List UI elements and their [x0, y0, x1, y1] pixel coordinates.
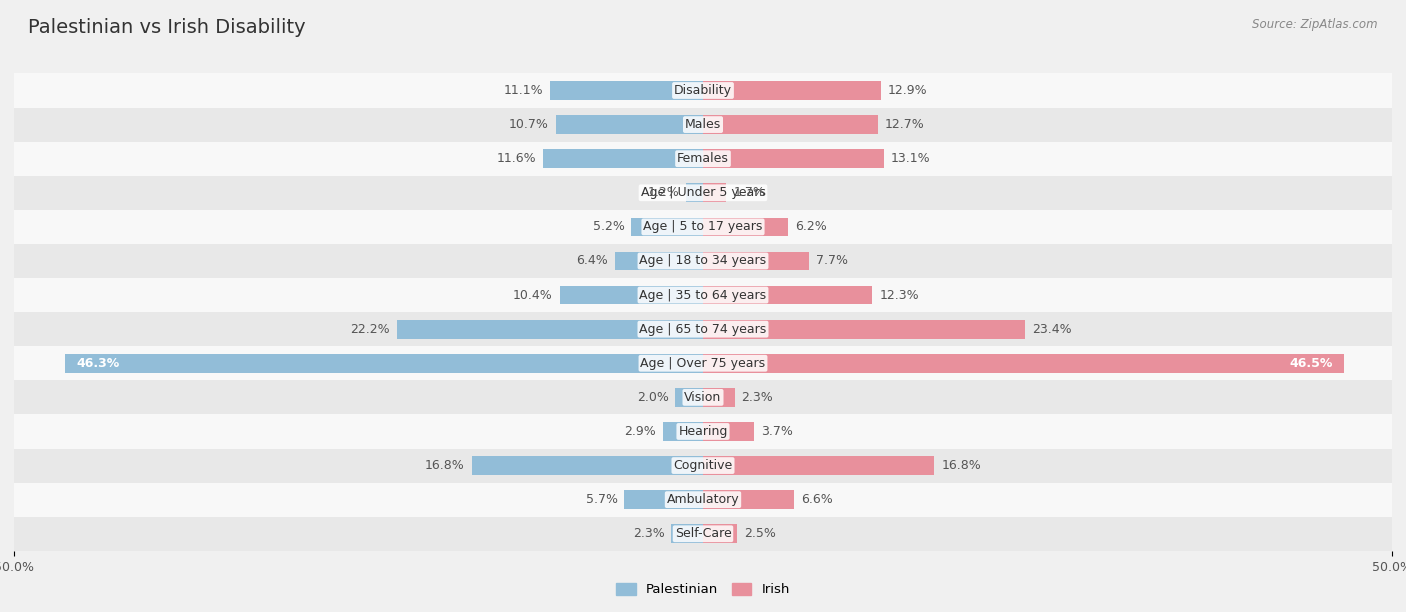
Text: 12.7%: 12.7% — [884, 118, 925, 131]
Bar — [703, 354, 1344, 373]
Bar — [396, 320, 703, 338]
Bar — [664, 422, 703, 441]
Text: 1.2%: 1.2% — [648, 186, 679, 200]
Text: 2.3%: 2.3% — [633, 528, 665, 540]
Text: 6.6%: 6.6% — [801, 493, 832, 506]
Bar — [703, 252, 808, 271]
Text: 16.8%: 16.8% — [425, 459, 464, 472]
Bar — [703, 286, 873, 304]
Text: 13.1%: 13.1% — [890, 152, 929, 165]
Bar — [614, 252, 703, 271]
Text: 5.2%: 5.2% — [592, 220, 624, 233]
Text: 10.4%: 10.4% — [513, 289, 553, 302]
Bar — [14, 73, 1392, 108]
Bar — [14, 346, 1392, 380]
Bar — [555, 115, 703, 134]
Text: 2.5%: 2.5% — [744, 528, 776, 540]
Bar — [703, 422, 754, 441]
Text: Disability: Disability — [673, 84, 733, 97]
Bar — [14, 517, 1392, 551]
Text: 6.4%: 6.4% — [576, 255, 607, 267]
Bar — [14, 278, 1392, 312]
Bar — [703, 115, 877, 134]
Bar — [550, 81, 703, 100]
Bar — [703, 217, 789, 236]
Bar — [703, 149, 883, 168]
Bar — [14, 108, 1392, 141]
Text: 46.5%: 46.5% — [1289, 357, 1333, 370]
Text: 3.7%: 3.7% — [761, 425, 793, 438]
Text: Cognitive: Cognitive — [673, 459, 733, 472]
Text: Ambulatory: Ambulatory — [666, 493, 740, 506]
Text: 2.0%: 2.0% — [637, 391, 669, 404]
Bar — [703, 490, 794, 509]
Bar — [14, 380, 1392, 414]
Text: 46.3%: 46.3% — [76, 357, 120, 370]
Bar — [14, 210, 1392, 244]
Text: 12.3%: 12.3% — [879, 289, 920, 302]
Text: 2.3%: 2.3% — [741, 391, 773, 404]
Bar — [14, 244, 1392, 278]
Legend: Palestinian, Irish: Palestinian, Irish — [610, 578, 796, 602]
Bar — [14, 449, 1392, 483]
Bar — [14, 312, 1392, 346]
Bar — [471, 456, 703, 475]
Bar — [703, 81, 880, 100]
Text: Females: Females — [678, 152, 728, 165]
Text: Age | Over 75 years: Age | Over 75 years — [641, 357, 765, 370]
Bar — [14, 483, 1392, 517]
Text: 11.6%: 11.6% — [496, 152, 536, 165]
Text: Palestinian vs Irish Disability: Palestinian vs Irish Disability — [28, 18, 305, 37]
Bar — [703, 320, 1025, 338]
Text: Age | 18 to 34 years: Age | 18 to 34 years — [640, 255, 766, 267]
Text: Age | Under 5 years: Age | Under 5 years — [641, 186, 765, 200]
Text: Males: Males — [685, 118, 721, 131]
Text: Source: ZipAtlas.com: Source: ZipAtlas.com — [1253, 18, 1378, 31]
Text: Vision: Vision — [685, 391, 721, 404]
Text: Age | 5 to 17 years: Age | 5 to 17 years — [644, 220, 762, 233]
Text: Self-Care: Self-Care — [675, 528, 731, 540]
Bar — [686, 184, 703, 202]
Text: 22.2%: 22.2% — [350, 323, 391, 335]
Text: 7.7%: 7.7% — [815, 255, 848, 267]
Bar — [703, 524, 738, 543]
Bar — [14, 176, 1392, 210]
Text: Age | 35 to 64 years: Age | 35 to 64 years — [640, 289, 766, 302]
Bar — [703, 184, 727, 202]
Text: 11.1%: 11.1% — [503, 84, 543, 97]
Bar — [14, 141, 1392, 176]
Bar — [560, 286, 703, 304]
Bar — [703, 388, 735, 407]
Bar — [675, 388, 703, 407]
Bar — [14, 414, 1392, 449]
Bar — [543, 149, 703, 168]
Bar — [631, 217, 703, 236]
Text: 10.7%: 10.7% — [509, 118, 548, 131]
Text: 16.8%: 16.8% — [942, 459, 981, 472]
Text: 12.9%: 12.9% — [887, 84, 928, 97]
Text: 1.7%: 1.7% — [734, 186, 765, 200]
Bar — [671, 524, 703, 543]
Text: Hearing: Hearing — [678, 425, 728, 438]
Bar — [65, 354, 703, 373]
Text: 2.9%: 2.9% — [624, 425, 657, 438]
Bar — [624, 490, 703, 509]
Text: 23.4%: 23.4% — [1032, 323, 1071, 335]
Text: Age | 65 to 74 years: Age | 65 to 74 years — [640, 323, 766, 335]
Text: 6.2%: 6.2% — [796, 220, 827, 233]
Bar — [703, 456, 935, 475]
Text: 5.7%: 5.7% — [585, 493, 617, 506]
